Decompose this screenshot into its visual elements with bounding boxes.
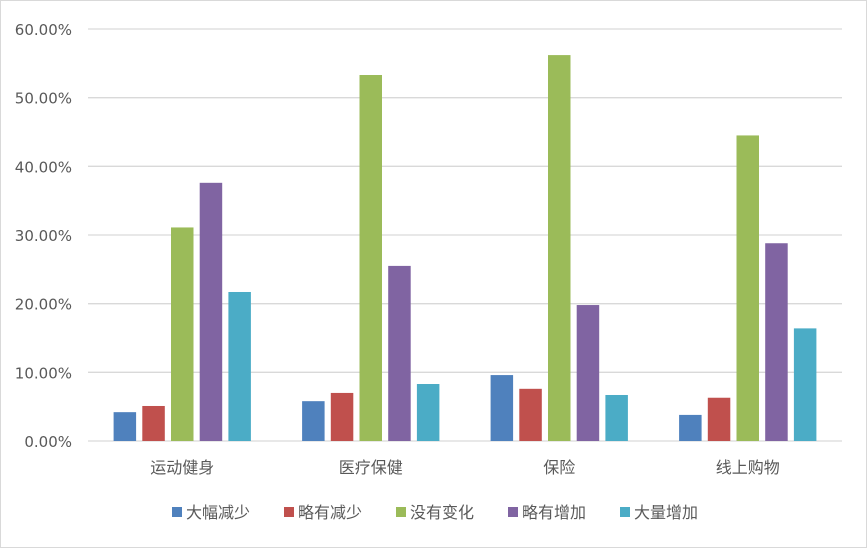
legend-label: 大量增加 [634,503,698,522]
bar-4-3 [576,305,600,441]
y-tick-label: 20.00% [15,296,72,314]
legend-swatch [172,507,182,517]
y-tick-label: 0.00% [24,433,72,451]
y-tick-label: 60.00% [15,21,72,39]
x-tick-label: 运动健身 [150,458,214,477]
bar-5-3 [605,394,628,441]
bar-4-4 [765,243,788,441]
legend-swatch [396,507,406,517]
legend-swatch [284,507,294,517]
legend-label: 没有变化 [410,503,474,522]
bar-3-4 [736,135,759,441]
bar-5-1 [228,291,251,441]
bar-1-1 [113,412,137,441]
y-tick-label: 30.00% [15,227,72,245]
legend-label: 大幅减少 [186,503,250,522]
y-tick-label: 50.00% [15,90,72,108]
y-tick-label: 40.00% [15,158,72,176]
legend-label: 略有增加 [522,503,586,522]
bar-5-2 [416,384,440,441]
bar-3-2 [359,75,382,442]
x-tick-label: 医疗保健 [339,458,403,477]
bar-4-2 [388,265,411,441]
y-tick-label: 10.00% [15,364,72,382]
bar-1-2 [302,401,325,441]
bar-2-4 [707,397,731,441]
bar-2-1 [142,405,165,441]
bar-5-4 [793,328,817,441]
bar-4-1 [199,182,223,441]
x-tick-label: 保险 [543,458,575,477]
bar-3-1 [171,227,194,441]
legend-label: 略有减少 [298,503,362,522]
legend-swatch [508,507,518,517]
bar-3-3 [548,55,571,442]
bar-2-3 [519,388,542,441]
legend-swatch [620,507,630,517]
x-tick-label: 线上购物 [716,458,780,477]
bar-1-3 [490,375,514,441]
bar-1-4 [679,414,702,441]
bar-2-2 [330,392,354,441]
